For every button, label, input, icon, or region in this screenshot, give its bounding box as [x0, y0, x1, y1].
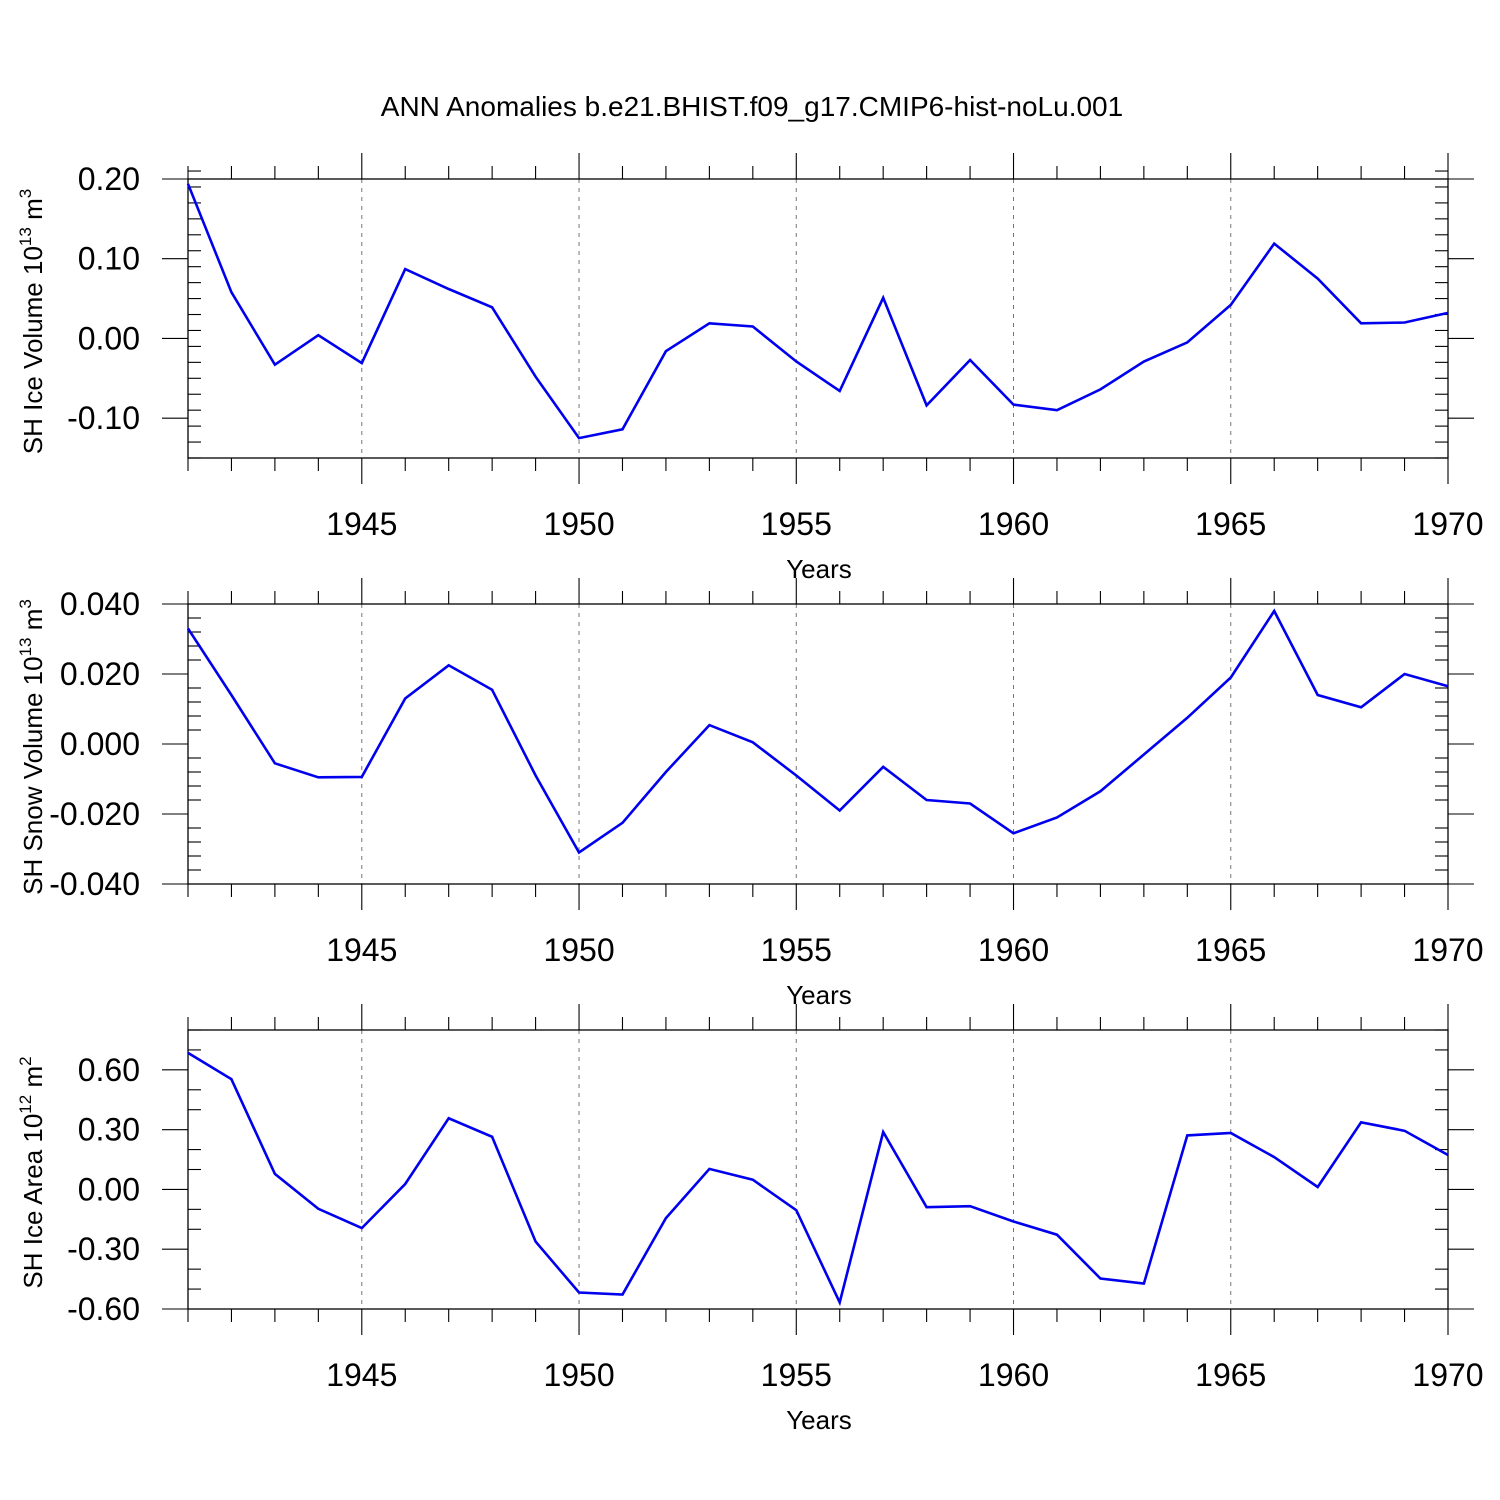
x-tick-label: 1945 — [326, 1357, 397, 1393]
x-tick-label: 1970 — [1412, 1357, 1483, 1393]
y-axis-label-exponent: 13 — [16, 637, 35, 656]
y-tick-label: -0.60 — [67, 1291, 140, 1327]
y-axis-label-exponent: 13 — [16, 227, 35, 246]
y-axis-label-text: SH Snow Volume 10 — [18, 656, 48, 894]
plot-frame — [187, 178, 1449, 459]
series-line-1 — [187, 1051, 1449, 1307]
y-tick-label: -0.10 — [67, 400, 140, 436]
x-tick-label: 1965 — [1195, 506, 1266, 542]
y-axis-label-unit: m — [18, 198, 48, 227]
panels: -0.10 0.00 0.10 0.20 1945 1950 1955 1960 1965 197… — [16, 153, 1484, 1435]
plot-frame — [187, 603, 1449, 885]
y-axis-label: SH Ice Volume 1013 m3 — [16, 189, 48, 454]
plot-frame — [187, 1029, 1449, 1310]
y-axis-label-unit-exponent: 3 — [16, 599, 35, 608]
x-tick-label: 1970 — [1412, 932, 1483, 968]
y-tick-label: 0.00 — [78, 1171, 140, 1207]
y-tick-label: 0.040 — [60, 586, 140, 622]
y-axis-label-exponent: 12 — [16, 1095, 35, 1114]
panel-1: -0.10 0.00 0.10 0.20 1945 1950 1955 1960 1965 197… — [16, 153, 1484, 584]
y-tick-label: 0.000 — [60, 726, 140, 762]
panel-3: -0.60 -0.30 0.00 0.30 0.60 1945 1950 1955 1960 19… — [16, 1004, 1484, 1435]
y-axis-label-unit: m — [18, 1066, 48, 1095]
y-axis-label: SH Snow Volume 1013 m3 — [16, 599, 48, 895]
y-axis-label-unit-exponent: 2 — [16, 1056, 35, 1065]
x-tick-label: 1945 — [326, 506, 397, 542]
y-axis-label-text: SH Ice Area 10 — [18, 1114, 48, 1289]
y-tick-label: 0.60 — [78, 1052, 140, 1088]
y-tick-label: 0.00 — [78, 320, 140, 356]
x-tick-label: 1960 — [978, 506, 1049, 542]
y-axis-label-unit-exponent: 3 — [16, 189, 35, 198]
x-tick-label: 1955 — [761, 506, 832, 542]
x-tick-label: 1955 — [761, 1357, 832, 1393]
x-axis-label: Years — [786, 1405, 852, 1435]
y-tick-label: 0.020 — [60, 656, 140, 692]
chart-title: ANN Anomalies b.e21.BHIST.f09_g17.CMIP6-… — [381, 91, 1123, 122]
x-tick-label: 1950 — [543, 932, 614, 968]
x-tick-label: 1960 — [978, 1357, 1049, 1393]
panel-2: -0.040 -0.020 0.000 0.020 0.040 1945 1950 1955 1… — [16, 578, 1484, 1010]
y-axis-label-text: SH Ice Volume 10 — [18, 246, 48, 454]
x-tick-label: 1970 — [1412, 506, 1483, 542]
y-tick-label: -0.30 — [67, 1231, 140, 1267]
x-tick-label: 1950 — [543, 1357, 614, 1393]
x-axis-label: Years — [786, 980, 852, 1010]
y-tick-label: -0.040 — [49, 866, 140, 902]
y-tick-label: 0.30 — [78, 1112, 140, 1148]
x-tick-label: 1945 — [326, 932, 397, 968]
x-tick-label: 1960 — [978, 932, 1049, 968]
y-tick-label: -0.020 — [49, 796, 140, 832]
y-tick-label: 0.10 — [78, 241, 140, 277]
x-axis-label: Years — [786, 554, 852, 584]
y-tick-label: 0.20 — [78, 161, 140, 197]
x-tick-label: 1965 — [1195, 1357, 1266, 1393]
series-line-1 — [186, 608, 1449, 855]
x-tick-label: 1955 — [761, 932, 832, 968]
y-axis-label-unit: m — [18, 609, 48, 638]
x-tick-label: 1965 — [1195, 932, 1266, 968]
y-axis-label: SH Ice Area 1012 m2 — [16, 1056, 48, 1288]
series-line-1 — [186, 183, 1449, 440]
x-tick-label: 1950 — [543, 506, 614, 542]
